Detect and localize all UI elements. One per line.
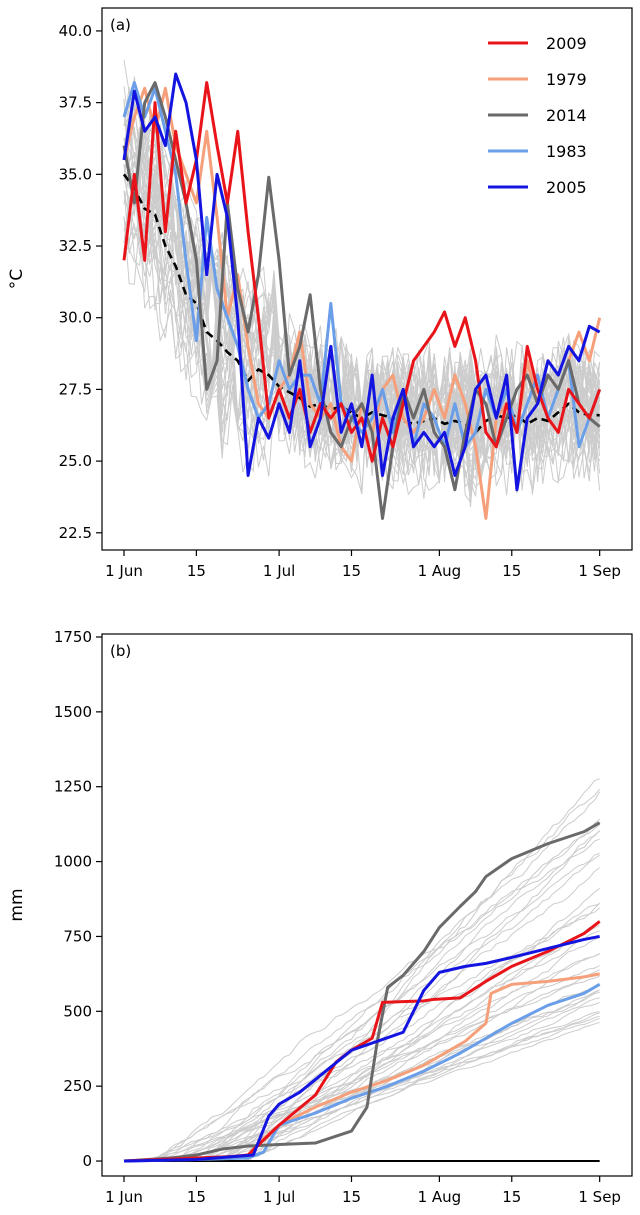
y-tick-label: 1500 [54, 703, 92, 721]
y-tick-label: 1000 [54, 853, 92, 871]
x-tick-label: 1 Aug [418, 562, 462, 580]
y-axis-label: °C [7, 269, 27, 289]
plot-frame [101, 7, 633, 551]
y-tick-label: 500 [63, 1002, 92, 1020]
legend-label: 2005 [546, 178, 587, 197]
plot-frame [101, 633, 633, 1177]
legend-label: 2014 [546, 106, 587, 125]
x-tick-label: 1 Aug [418, 1188, 462, 1206]
y-tick-label: 25.0 [59, 452, 92, 470]
x-tick-label: 15 [342, 1188, 361, 1206]
x-tick-label: 1 Jun [105, 562, 143, 580]
y-tick-label: 250 [63, 1077, 92, 1095]
y-tick-label: 750 [63, 927, 92, 945]
y-ticks: 22.5 25.0 27.5 30.0 32.5 35.0 37.5 40.0 [59, 22, 102, 542]
background-year-line [124, 969, 600, 1162]
background-year-line [124, 854, 600, 1162]
panel-label: (a) [110, 16, 131, 34]
background-year-line [124, 965, 600, 1162]
x-tick-label: 15 [502, 562, 521, 580]
y-tick-label: 27.5 [59, 380, 92, 398]
x-tick-label: 1 Jun [105, 1188, 143, 1206]
panel-label: (b) [110, 642, 131, 660]
highlight-series [123, 821, 601, 1163]
y-tick-label: 22.5 [59, 524, 92, 542]
y-tick-label: 37.5 [59, 94, 92, 112]
background-year-line [124, 830, 600, 1162]
x-tick-label: 1 Jul [263, 562, 295, 580]
panel-a-temperature: 22.5 25.0 27.5 30.0 32.5 35.0 37.5 40.0 1 Jun 15… [7, 7, 633, 580]
y-ticks: 0 250 500 750 1000 1250 1500 1750 [54, 628, 102, 1170]
x-tick-label: 1 Sep [578, 1188, 621, 1206]
legend-label: 1979 [546, 70, 587, 89]
series-line-2009 [122, 81, 602, 463]
x-tick-label: 15 [187, 562, 206, 580]
y-tick-label: 0 [82, 1152, 92, 1170]
series-line-2014 [122, 81, 601, 520]
x-tick-label: 15 [342, 562, 361, 580]
background-year-line [124, 1015, 600, 1162]
series-line-2005 [123, 934, 600, 1163]
y-axis-label: mm [7, 888, 27, 921]
series-line-2005 [122, 72, 601, 492]
legend-label: 1983 [546, 142, 587, 161]
highlight-series [122, 72, 602, 520]
y-tick-label: 40.0 [59, 22, 92, 40]
legend: 2009 1979 2014 1983 2005 [488, 34, 587, 197]
y-tick-label: 35.0 [59, 165, 92, 183]
x-tick-label: 1 Sep [578, 562, 621, 580]
series-line-2014 [123, 821, 601, 1163]
x-tick-label: 15 [187, 1188, 206, 1206]
x-ticks: 1 Jun 15 1 Jul 15 1 Aug 15 1 Sep [105, 550, 621, 580]
y-tick-label: 30.0 [59, 309, 92, 327]
x-tick-label: 15 [502, 1188, 521, 1206]
y-tick-label: 32.5 [59, 237, 92, 255]
series-line-1983 [122, 81, 602, 449]
legend-label: 2009 [546, 34, 587, 53]
y-tick-label: 1250 [54, 778, 92, 796]
x-ticks: 1 Jun 15 1 Jul 15 1 Aug 15 1 Sep [105, 1176, 621, 1206]
y-tick-label: 1750 [54, 628, 92, 646]
x-tick-label: 1 Jul [263, 1188, 295, 1206]
